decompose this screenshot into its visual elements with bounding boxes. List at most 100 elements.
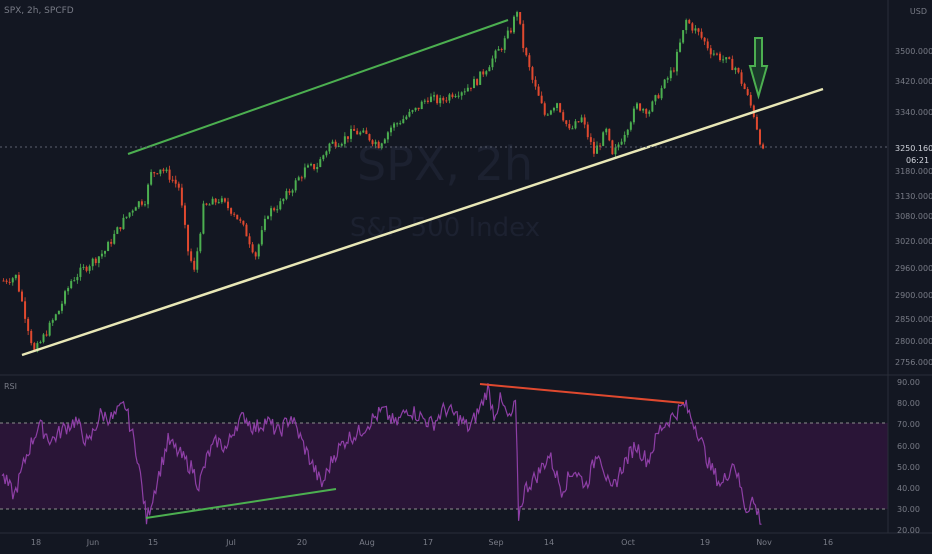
candle-body [709,48,712,55]
candle-body [334,141,337,147]
candle-body [758,129,761,145]
currency-label: USD [910,7,927,16]
candle-body [746,89,749,95]
candle-body [116,227,119,234]
candle-body [245,224,248,237]
candle-body [420,101,423,110]
candle-body [571,128,574,130]
symbol-header[interactable]: SPX, 2h, SPCFD [4,6,74,16]
candle-body [122,217,125,230]
price-tick: 3080.0000 [895,212,932,221]
time-tick: 19 [700,538,710,547]
candle-body [36,343,39,352]
candle-body [45,334,48,336]
candle-body [39,341,42,344]
candle-body [196,251,199,270]
candle-body [67,288,70,292]
candle-body [383,139,386,144]
candle-body [599,145,602,147]
candle-body [639,103,642,111]
candle-body [666,78,669,80]
candle-body [642,109,645,111]
candle-series [2,10,765,353]
candle-body [429,96,432,102]
candle-body [528,55,531,68]
candle-body [448,94,451,101]
candle-body [365,130,368,135]
candle-body [248,236,251,245]
candle-body [512,16,515,33]
rsi-axis[interactable]: 90.00 80.00 70.00 60.00 50.00 40.00 30.0… [897,378,920,535]
candle-body [217,202,220,204]
price-tick: 3420.0000 [895,77,932,86]
candle-body [509,30,512,33]
candle-body [165,169,168,172]
candle-body [279,201,282,210]
candle-body [488,67,491,72]
down-arrow-annotation[interactable] [748,37,769,100]
candle-body [433,95,436,97]
candle-body [57,310,60,315]
candle-body [408,111,411,117]
price-axis[interactable]: 3500.0000 3420.0000 3340.0000 3180.0000 … [889,47,932,367]
rsi-levels [0,422,888,510]
candle-body [451,94,454,98]
candle-body [42,334,45,342]
rsi-bullish-divergence[interactable] [145,488,337,519]
candle-body [506,30,509,39]
candle-body [113,233,116,244]
candle-body [589,137,592,142]
rsi-bearish-divergence[interactable] [479,383,685,404]
candle-body [543,103,546,115]
candle-body [73,280,76,282]
candle-body [580,117,583,123]
candle-body [70,281,73,289]
candle-body [64,291,67,304]
candle-body [100,253,103,257]
candle-body [672,70,675,72]
rsi-label[interactable]: RSI [4,382,17,391]
candle-body [675,51,678,72]
candle-body [288,191,291,193]
support-trendline[interactable] [21,87,824,357]
candle-body [402,119,405,124]
candle-body [331,141,334,144]
candle-body [140,201,143,205]
candle-body [479,71,482,85]
candle-body [669,70,672,79]
candle-body [251,244,254,253]
candle-body [227,201,230,209]
candle-body [54,314,57,321]
candle-body [328,143,331,152]
candle-body [503,38,506,50]
candle-body [574,121,577,129]
price-tick: 2850.0000 [895,315,932,324]
candle-body [33,343,36,352]
resistance-trendline[interactable] [127,19,509,155]
candle-body [303,167,306,178]
candle-body [755,116,758,130]
rsi-tick: 70.00 [897,420,920,429]
price-tick: 3130.0000 [895,192,932,201]
candle-body [190,251,193,261]
candle-body [208,204,211,206]
candle-body [682,30,685,43]
candle-body [516,12,519,17]
candle-body [82,266,85,268]
watermark-symbol: SPX, 2h [357,137,533,191]
time-axis[interactable]: 18 Jun 15 Jul 20 Aug 17 Sep 14 Oct 19 No… [31,538,833,547]
time-tick: 20 [297,538,307,547]
rsi-tick: 80.00 [897,399,920,408]
candle-body [273,208,276,211]
candle-body [119,227,122,230]
candle-body [466,87,469,92]
candle-body [648,111,651,114]
candle-body [476,79,479,85]
price-tick: 2960.0000 [895,264,932,273]
candle-body [159,169,162,174]
candle-body [482,71,485,75]
candle-body [282,198,285,202]
price-tick: 3020.0000 [895,237,932,246]
